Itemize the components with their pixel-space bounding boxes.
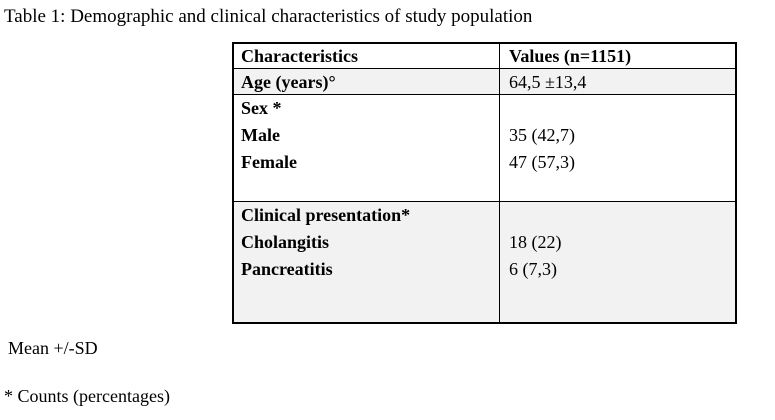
age-label-cell: Age (years)°	[234, 69, 500, 94]
column-header-label: Values (n=1151)	[509, 46, 632, 66]
row-value: 35 (42,7)	[509, 125, 575, 145]
sex-label-cell: Sex * Male Female	[234, 95, 500, 201]
row-value	[509, 95, 735, 122]
age-value-cell: 64,5 ±13,4	[500, 69, 735, 94]
section-label: Sex *	[241, 98, 282, 118]
demographics-table: Characteristics Values (n=1151) Age (yea…	[232, 42, 737, 324]
sex-value-cell: 35 (42,7) 47 (57,3)	[500, 95, 735, 201]
clinical-label-cell: Clinical presentation* Cholangitis Pancr…	[234, 202, 500, 322]
row-value	[509, 202, 735, 229]
table-header-row: Characteristics Values (n=1151)	[234, 44, 735, 69]
footnote-mean-sd: Mean +/-SD	[8, 338, 98, 358]
row-value: 6 (7,3)	[509, 259, 557, 279]
table-section-sex: Sex * Male Female 35 (42,7) 47 (57,3)	[234, 95, 735, 202]
table-row-age: Age (years)° 64,5 ±13,4	[234, 69, 735, 95]
row-label: Cholangitis	[241, 232, 330, 252]
row-label: Female	[241, 152, 297, 172]
row-label: Pancreatitis	[241, 259, 333, 279]
column-header-label: Characteristics	[241, 46, 358, 66]
header-cell-characteristics: Characteristics	[234, 44, 500, 68]
row-value: 64,5 ±13,4	[509, 72, 587, 92]
footnote-counts-percentages: * Counts (percentages)	[4, 386, 170, 406]
table-section-clinical-presentation: Clinical presentation* Cholangitis Pancr…	[234, 202, 735, 322]
table-caption: Table 1: Demographic and clinical charac…	[4, 6, 533, 27]
header-cell-values: Values (n=1151)	[500, 44, 735, 68]
clinical-value-cell: 18 (22) 6 (7,3)	[500, 202, 735, 322]
row-label: Age (years)°	[241, 72, 336, 92]
row-label: Male	[241, 125, 280, 145]
row-value: 18 (22)	[509, 232, 562, 252]
row-value: 47 (57,3)	[509, 152, 575, 172]
section-label: Clinical presentation*	[241, 205, 411, 225]
